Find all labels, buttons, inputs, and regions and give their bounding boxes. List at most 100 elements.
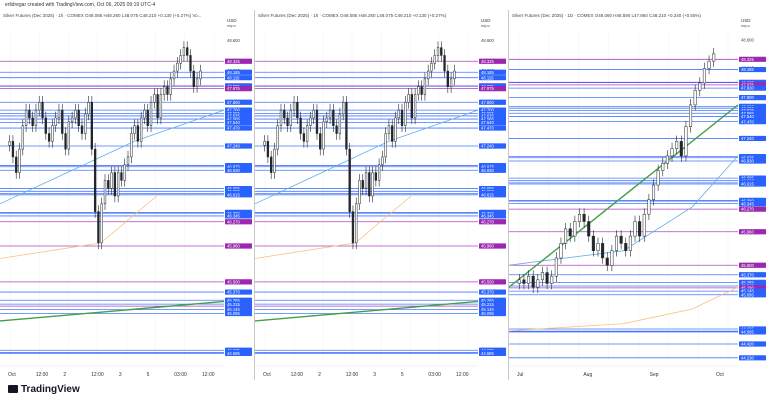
price-label: 46.615 [227,192,240,197]
price-label-bg [479,350,506,356]
time-tick: 3 [373,372,376,378]
candle [381,150,384,172]
candle [292,96,296,117]
price-label-bg [739,135,766,142]
moving-average-slow [0,195,158,259]
candle-body [44,117,47,134]
candle [427,64,430,86]
panel-divider [508,10,509,380]
candle-body [377,164,381,181]
trendline [255,300,479,322]
price-label: 45.095 [741,292,754,297]
price-label: 44.585 [481,351,494,356]
candle-body [100,203,103,244]
price-label: 45.265 [741,280,754,285]
chart-svg-1h-a[interactable]: USDевро48.60048.32548.11548.21048.18548.… [0,10,254,380]
candle-body [582,213,586,222]
time-tick: Oct [263,372,271,378]
price-label: 44.585 [741,330,754,335]
candle [341,96,345,121]
candle [348,142,351,218]
price-label: 45.500 [741,263,754,268]
candle [693,84,697,111]
chart-panel-1h-b[interactable]: USDевро48.60048.32548.11548.21048.18548.… [255,10,508,380]
candle [156,88,159,125]
candle [64,127,67,156]
price-label: 45.215 [481,302,494,307]
candle-body [166,86,169,95]
price-label: 47.240 [481,144,494,149]
candle-body [554,257,558,277]
price-label-bg [739,95,766,101]
time-tick: Oct [8,372,16,378]
moving-average-fast [509,155,739,266]
candle [299,111,302,140]
price-label: 46.345 [741,201,754,206]
candle-body [358,180,361,205]
candle-body [70,117,74,123]
candle [24,103,28,132]
price-label: 45.215 [227,302,240,307]
candle [31,111,34,132]
candle-body [296,102,299,119]
tradingview-logo[interactable]: TradingView [8,384,80,395]
candle-body [328,109,332,119]
candle-body [195,78,199,87]
price-label-bg [479,99,506,105]
candle-body [381,156,384,166]
price-label: 45.370 [741,272,754,277]
candle-body [51,125,54,142]
candle-body [263,141,266,146]
price-label: 47.540 [741,114,754,119]
time-tick: 03:00 [174,372,187,378]
candle [67,115,70,156]
candle [103,174,107,211]
candle-body [292,102,296,111]
chart-svg-1h-b[interactable]: USDевро48.60048.32548.11548.21048.18548.… [255,10,508,380]
chart-panel-1h-a[interactable]: USDевро48.60048.32548.11548.21048.18548.… [0,10,254,380]
candle-body [550,275,554,284]
price-label-bg [739,292,766,298]
price-label: 47.800 [227,100,240,105]
candle [661,157,665,177]
candle [404,96,407,132]
candle-body [564,228,568,244]
candle [601,237,605,264]
candle [90,96,94,156]
price-label-bg [225,243,252,249]
candle [559,237,563,264]
chart-svg-1d[interactable]: USDевро48.60048.32548.21048.18548.01048.… [509,10,768,380]
candle-body [394,117,397,142]
price-label: 45.960 [741,229,754,234]
time-tick: 12:00 [291,372,304,378]
candle [15,150,18,179]
candle [11,135,15,164]
chart-panel-1d[interactable]: USDевро48.60048.32548.21048.18548.01048.… [509,10,768,380]
candle-body [427,70,430,80]
candle [87,96,90,121]
price-label: 48.185 [227,70,240,75]
candle [38,96,41,117]
candle [446,64,449,93]
price-label: 45.095 [481,311,494,316]
candle-body [322,121,325,150]
price-label: 46.930 [741,159,754,164]
price-label: 45.145 [481,307,494,312]
price-label: 45.960 [481,244,494,249]
candle-body [312,109,315,119]
candle-body [693,90,697,106]
candle-body [420,86,423,95]
candle-body [596,243,600,251]
price-label: 46.345 [227,214,240,219]
candle [384,127,387,164]
candle [670,142,674,162]
price-label-bg [479,167,506,173]
price-label-bg [739,341,766,347]
candle [283,103,286,125]
price-label: 47.625 [481,114,494,119]
candle-body [712,53,716,62]
candle [57,103,61,125]
price-label: 46.930 [227,168,240,173]
candle [263,135,266,152]
candle-body [707,60,711,69]
